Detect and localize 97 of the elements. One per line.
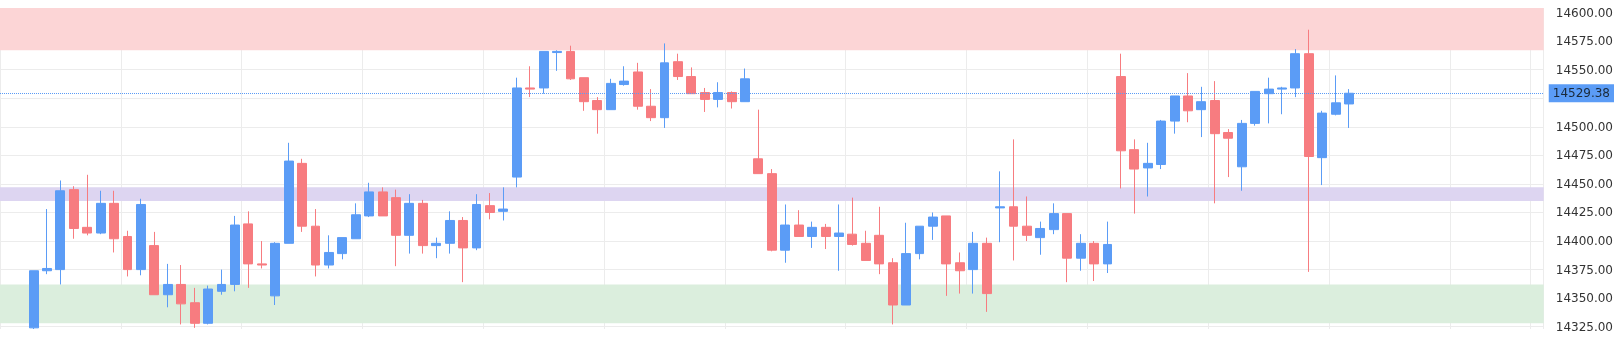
candlestick xyxy=(1049,202,1059,235)
y-tick-label: 14375.00 xyxy=(1555,262,1614,277)
candlestick xyxy=(834,203,844,272)
candlestick xyxy=(217,269,226,296)
candlestick xyxy=(566,45,575,81)
candlestick xyxy=(109,190,119,253)
candlestick xyxy=(968,231,978,295)
candlestick xyxy=(445,210,455,255)
y-tick-label: 14400.00 xyxy=(1555,234,1614,249)
y-tick-label: 14600.00 xyxy=(1555,5,1614,20)
candlestick xyxy=(378,186,388,217)
candlestick xyxy=(1103,221,1112,274)
candlestick xyxy=(163,263,173,308)
candlestick xyxy=(311,208,320,277)
candlestick xyxy=(96,190,106,235)
candlestick xyxy=(1317,110,1327,186)
candlestick xyxy=(861,230,871,261)
candlestick xyxy=(1009,138,1018,261)
candlestick xyxy=(552,49,562,72)
candlestick xyxy=(673,53,683,81)
candlestick xyxy=(284,142,294,244)
candlestick xyxy=(1062,213,1072,283)
candlestick xyxy=(297,158,307,233)
y-tick-label: 14575.00 xyxy=(1555,34,1614,49)
candlestick xyxy=(176,264,186,325)
candlestick xyxy=(700,87,710,113)
candlestick xyxy=(149,231,159,296)
candlestick xyxy=(1223,128,1233,178)
candlestick xyxy=(633,62,643,111)
candlestick xyxy=(955,251,965,295)
y-tick-label: 14350.00 xyxy=(1555,291,1614,306)
candlestick xyxy=(485,192,495,220)
candlestick xyxy=(418,199,428,255)
candlestick xyxy=(270,241,280,306)
y-tick-label: 14500.00 xyxy=(1555,119,1614,134)
y-tick-label: 14550.00 xyxy=(1555,62,1614,77)
candlestick xyxy=(1116,53,1126,189)
candlestick xyxy=(431,237,441,259)
candlestick xyxy=(55,179,65,285)
candlestick xyxy=(901,222,911,306)
candlestick xyxy=(1156,119,1166,170)
candlestick xyxy=(767,168,777,252)
candlestick xyxy=(821,223,831,250)
candlestick xyxy=(1183,72,1193,123)
candlestick xyxy=(686,66,696,95)
candlestick xyxy=(1210,80,1220,204)
candlestick xyxy=(928,211,938,241)
candlestick xyxy=(123,230,132,277)
candlestick xyxy=(727,90,737,110)
candlestick xyxy=(257,240,267,269)
y-tick-label: 14425.00 xyxy=(1555,205,1614,220)
candlestick xyxy=(888,257,898,325)
candlestick xyxy=(29,270,39,330)
candlestick xyxy=(42,208,52,275)
candlestick xyxy=(847,197,857,247)
candlestick xyxy=(472,193,481,251)
candlestick xyxy=(874,206,884,275)
candlestick xyxy=(995,170,1005,243)
candlestick xyxy=(458,216,468,283)
candlestick xyxy=(498,186,508,221)
candlestick xyxy=(646,88,656,122)
y-tick-label: 14450.00 xyxy=(1555,176,1614,191)
y-tick-label: 14325.00 xyxy=(1555,319,1614,334)
candlestick xyxy=(780,203,790,264)
candlestick xyxy=(1089,240,1099,282)
candlestick xyxy=(794,209,804,237)
candlestick xyxy=(82,174,92,236)
candlestick xyxy=(941,215,951,297)
candlestick xyxy=(525,65,535,98)
candlestick xyxy=(190,287,200,329)
candlestick xyxy=(324,234,334,269)
candlestick xyxy=(1143,142,1153,197)
candlestick xyxy=(351,202,361,240)
ref-line-label: 14529.38 xyxy=(1552,86,1611,101)
candlestick xyxy=(1129,138,1139,215)
candlestick xyxy=(1076,233,1086,272)
candlestick xyxy=(807,221,817,249)
candlestick xyxy=(982,237,992,313)
candlestick xyxy=(1022,195,1032,242)
candlestick xyxy=(915,225,924,260)
candlestick xyxy=(753,109,763,175)
y-tick-label: 14475.00 xyxy=(1555,148,1614,163)
candlestick xyxy=(1237,119,1247,192)
candlestick xyxy=(203,285,213,325)
candlestick xyxy=(69,185,79,240)
candlestick xyxy=(243,210,253,289)
candlestick xyxy=(579,77,589,112)
candlestick xyxy=(136,198,146,276)
candlestick xyxy=(364,182,374,218)
candlestick xyxy=(404,193,414,255)
candlestick xyxy=(619,65,629,87)
candlestick xyxy=(337,237,347,260)
candlestick xyxy=(391,189,401,267)
candlestick xyxy=(592,96,602,135)
candlestick xyxy=(230,215,240,292)
candlestick xyxy=(1304,29,1314,273)
candlestick xyxy=(1035,221,1045,256)
